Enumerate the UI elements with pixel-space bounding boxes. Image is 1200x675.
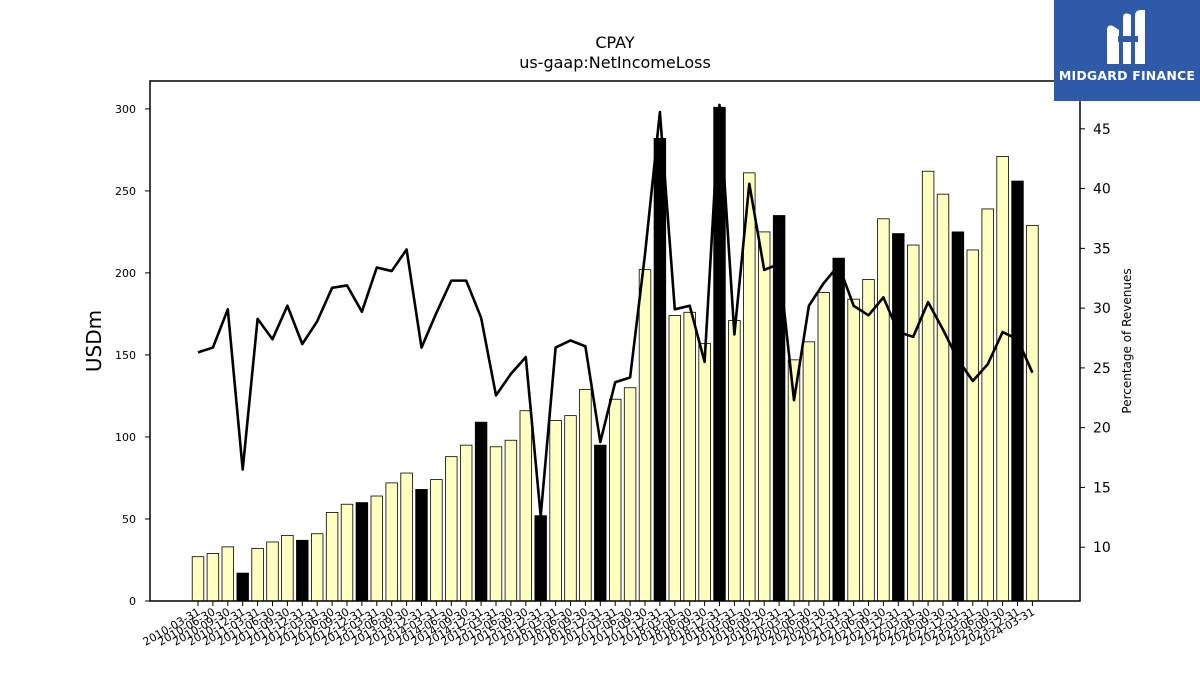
bar (758, 231, 771, 602)
y-tick-label: 50 (122, 513, 136, 526)
chart-title: CPAY (595, 33, 635, 52)
y-tick-label: 100 (115, 431, 136, 444)
bar (445, 456, 458, 602)
bar (385, 482, 398, 602)
bar (817, 292, 831, 602)
bar (936, 193, 950, 602)
brand-logo-text: MIDGARD FINANCE (1058, 68, 1196, 83)
y2-tick-label: 45 (1093, 122, 1111, 138)
y2-tick-label: 10 (1093, 540, 1111, 556)
bar (266, 541, 279, 602)
bar (221, 546, 235, 602)
bar (206, 553, 220, 602)
bar (504, 439, 518, 602)
bar (519, 410, 533, 602)
y-tick-label: 300 (115, 103, 136, 116)
bar (862, 279, 875, 602)
bar (251, 548, 264, 602)
midgard-logo-icon (1107, 10, 1145, 64)
bar (296, 539, 309, 602)
bar (892, 233, 905, 602)
y-axis-right: 10 15 20 25 30 35 40 45 (1080, 122, 1111, 556)
bar (549, 420, 562, 602)
bar (355, 502, 369, 602)
bar (832, 257, 845, 602)
y2-tick-label: 25 (1093, 361, 1111, 377)
bar (728, 320, 741, 602)
y2-tick-label: 15 (1093, 480, 1111, 496)
bar-series (191, 106, 1039, 602)
bar (459, 444, 473, 602)
bar (400, 472, 413, 602)
series-line (197, 103, 1034, 518)
brand-logo: MIDGARD FINANCE (1054, 0, 1200, 101)
bar (981, 208, 994, 602)
line-series (197, 103, 1034, 518)
y-tick-label: 250 (115, 185, 136, 198)
bar (668, 315, 682, 602)
y2-axis-label: Percentage of Revenues (1120, 268, 1134, 413)
bar (653, 138, 667, 602)
bar (683, 311, 696, 602)
bar (951, 231, 965, 602)
y-tick-label: 150 (115, 349, 136, 362)
bar (638, 269, 652, 602)
bar (802, 341, 816, 602)
bar (907, 244, 920, 602)
y2-tick-label: 30 (1093, 301, 1111, 317)
y2-tick-label: 40 (1093, 182, 1111, 198)
y-tick-label: 200 (115, 267, 136, 280)
y-axis-label: USDm (82, 310, 106, 372)
bar (340, 503, 354, 602)
bar (1026, 224, 1039, 602)
bar (236, 572, 249, 602)
y-axis-left: 0 50 100 150 200 250 300 (115, 103, 150, 608)
bar (310, 533, 324, 602)
bar (847, 298, 860, 602)
bar (623, 387, 637, 602)
bar (996, 156, 1009, 602)
bar (489, 446, 503, 602)
bar (877, 218, 890, 602)
y-tick-label: 0 (129, 595, 136, 608)
bar (325, 512, 339, 602)
bar (191, 556, 205, 602)
bar (609, 398, 622, 602)
bar (1011, 180, 1024, 602)
bar (921, 170, 935, 602)
bar (579, 388, 592, 602)
chart-subtitle: us-gaap:NetIncomeLoss (519, 53, 711, 72)
bar (370, 495, 384, 602)
bar (966, 249, 980, 602)
bar (534, 515, 547, 602)
bar (281, 534, 294, 602)
x-axis: 2010-03-312010-06-302010-09-302010-12-31… (141, 601, 1037, 649)
bar (698, 343, 711, 602)
bar (430, 479, 443, 602)
bar (474, 421, 488, 602)
y2-tick-label: 20 (1093, 421, 1111, 437)
bar (594, 444, 607, 602)
bar (564, 415, 577, 602)
y2-tick-label: 35 (1093, 241, 1111, 257)
bar (415, 489, 428, 602)
